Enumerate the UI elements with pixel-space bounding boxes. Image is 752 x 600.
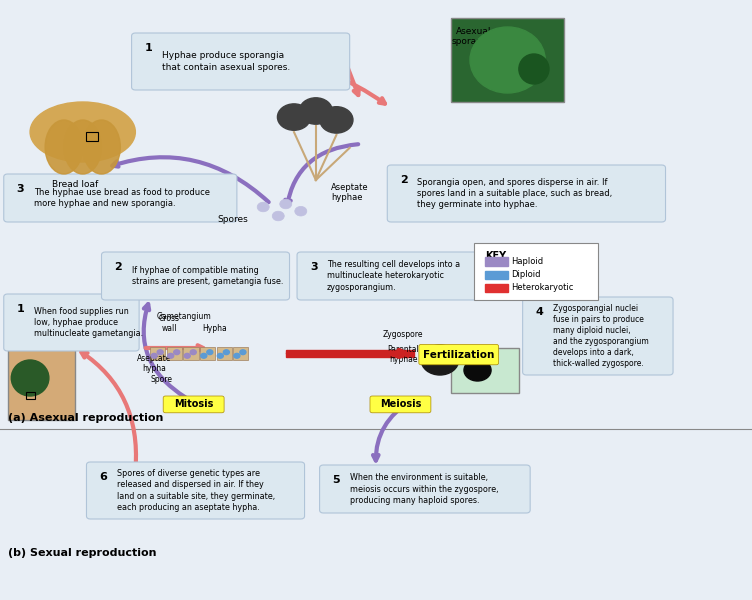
Circle shape bbox=[217, 353, 223, 358]
Bar bbox=[233, 347, 248, 360]
Bar bbox=[217, 347, 232, 360]
Circle shape bbox=[168, 353, 174, 358]
Text: The hyphae use bread as food to produce
more hyphae and new sporangia.: The hyphae use bread as food to produce … bbox=[34, 188, 210, 208]
FancyBboxPatch shape bbox=[419, 344, 499, 365]
FancyBboxPatch shape bbox=[297, 252, 485, 300]
Text: (b) Sexual reproduction: (b) Sexual reproduction bbox=[8, 548, 156, 558]
Text: 1: 1 bbox=[17, 304, 24, 314]
Text: Zygosporangial nuclei
fuse in pairs to produce
many diploid nuclei,
and the zygo: Zygosporangial nuclei fuse in pairs to p… bbox=[553, 304, 648, 368]
Circle shape bbox=[151, 353, 157, 358]
Text: Aseptate
hypha: Aseptate hypha bbox=[137, 354, 171, 373]
Ellipse shape bbox=[64, 120, 102, 174]
FancyBboxPatch shape bbox=[8, 348, 75, 420]
Text: Hyphae produce sporangia
that contain asexual spores.: Hyphae produce sporangia that contain as… bbox=[162, 52, 290, 71]
Text: Zygospore: Zygospore bbox=[383, 330, 423, 339]
Text: Bread loaf: Bread loaf bbox=[52, 180, 99, 189]
Circle shape bbox=[277, 104, 311, 130]
Text: Diploid: Diploid bbox=[511, 270, 541, 278]
Ellipse shape bbox=[83, 120, 120, 174]
Text: The resulting cell develops into a
multinucleate heterokaryotic
zygosporangium.: The resulting cell develops into a multi… bbox=[327, 260, 460, 292]
Circle shape bbox=[184, 353, 190, 358]
Text: 5: 5 bbox=[332, 475, 340, 485]
FancyBboxPatch shape bbox=[523, 297, 673, 375]
Ellipse shape bbox=[11, 360, 49, 396]
Text: If hyphae of compatible mating
strains are present, gametangia fuse.: If hyphae of compatible mating strains a… bbox=[132, 266, 283, 286]
FancyBboxPatch shape bbox=[370, 396, 431, 413]
Circle shape bbox=[464, 359, 491, 381]
Bar bbox=[26, 392, 35, 399]
Circle shape bbox=[421, 345, 459, 375]
Bar bbox=[86, 132, 98, 141]
Text: 6: 6 bbox=[99, 472, 107, 482]
Circle shape bbox=[190, 350, 196, 355]
FancyBboxPatch shape bbox=[86, 462, 305, 519]
FancyBboxPatch shape bbox=[387, 165, 666, 222]
Text: (a) Asexual reproduction: (a) Asexual reproduction bbox=[8, 413, 163, 423]
Bar bbox=[150, 347, 165, 360]
Circle shape bbox=[201, 353, 207, 358]
Bar bbox=[485, 284, 508, 292]
Circle shape bbox=[299, 98, 332, 124]
FancyBboxPatch shape bbox=[4, 174, 237, 222]
Bar bbox=[485, 271, 508, 279]
FancyBboxPatch shape bbox=[474, 243, 598, 300]
Circle shape bbox=[234, 353, 240, 358]
Text: 3: 3 bbox=[17, 184, 24, 194]
Bar bbox=[200, 347, 215, 360]
Text: 1: 1 bbox=[144, 43, 152, 53]
FancyBboxPatch shape bbox=[4, 294, 139, 351]
Bar bbox=[167, 347, 182, 360]
Circle shape bbox=[240, 350, 246, 355]
Text: Asexual
sporangia: Asexual sporangia bbox=[451, 27, 496, 46]
Ellipse shape bbox=[519, 54, 549, 84]
Circle shape bbox=[223, 350, 229, 355]
Circle shape bbox=[257, 202, 269, 212]
Text: Parental
hyphae: Parental hyphae bbox=[387, 345, 419, 364]
Text: Heterokaryotic: Heterokaryotic bbox=[511, 283, 574, 292]
Ellipse shape bbox=[470, 27, 545, 93]
FancyBboxPatch shape bbox=[451, 18, 564, 102]
Circle shape bbox=[157, 350, 163, 355]
Circle shape bbox=[320, 107, 353, 133]
Text: Gametangium: Gametangium bbox=[157, 312, 211, 321]
FancyBboxPatch shape bbox=[320, 465, 530, 513]
Circle shape bbox=[295, 206, 307, 216]
Bar bbox=[485, 257, 508, 266]
Text: 4: 4 bbox=[535, 307, 543, 317]
Text: 3: 3 bbox=[310, 262, 317, 272]
FancyBboxPatch shape bbox=[132, 33, 350, 90]
Text: Spores: Spores bbox=[217, 214, 248, 223]
Ellipse shape bbox=[45, 120, 83, 174]
Text: 2: 2 bbox=[114, 262, 122, 272]
Text: Fertilization: Fertilization bbox=[423, 350, 494, 359]
Ellipse shape bbox=[30, 102, 135, 162]
Bar bbox=[286, 350, 414, 357]
Text: Sporangia open, and spores disperse in air. If
spores land in a suitable place, : Sporangia open, and spores disperse in a… bbox=[417, 178, 613, 209]
Text: Spores of diverse genetic types are
released and dispersed in air. If they
land : Spores of diverse genetic types are rele… bbox=[117, 469, 274, 512]
Text: Mitosis: Mitosis bbox=[174, 400, 214, 409]
Text: 2: 2 bbox=[400, 175, 408, 185]
Circle shape bbox=[174, 350, 180, 355]
Text: Meiosis: Meiosis bbox=[380, 400, 422, 409]
Circle shape bbox=[272, 211, 284, 221]
Text: When the environment is suitable,
meiosis occurs within the zygospore,
producing: When the environment is suitable, meiosi… bbox=[350, 473, 498, 505]
Circle shape bbox=[280, 199, 292, 209]
FancyBboxPatch shape bbox=[451, 348, 519, 393]
Text: When food supplies run
low, hyphae produce
multinucleate gametangia.: When food supplies run low, hyphae produ… bbox=[34, 307, 143, 338]
Text: Cross
wall: Cross wall bbox=[159, 314, 180, 333]
Text: Aseptate
hyphae: Aseptate hyphae bbox=[331, 183, 368, 202]
Circle shape bbox=[207, 350, 213, 355]
Text: Hypha: Hypha bbox=[202, 324, 226, 333]
Text: Haploid: Haploid bbox=[511, 257, 544, 265]
FancyBboxPatch shape bbox=[163, 396, 224, 413]
Text: Spore: Spore bbox=[150, 375, 173, 384]
FancyBboxPatch shape bbox=[102, 252, 290, 300]
Bar bbox=[183, 347, 199, 360]
Text: KEY: KEY bbox=[485, 251, 506, 261]
